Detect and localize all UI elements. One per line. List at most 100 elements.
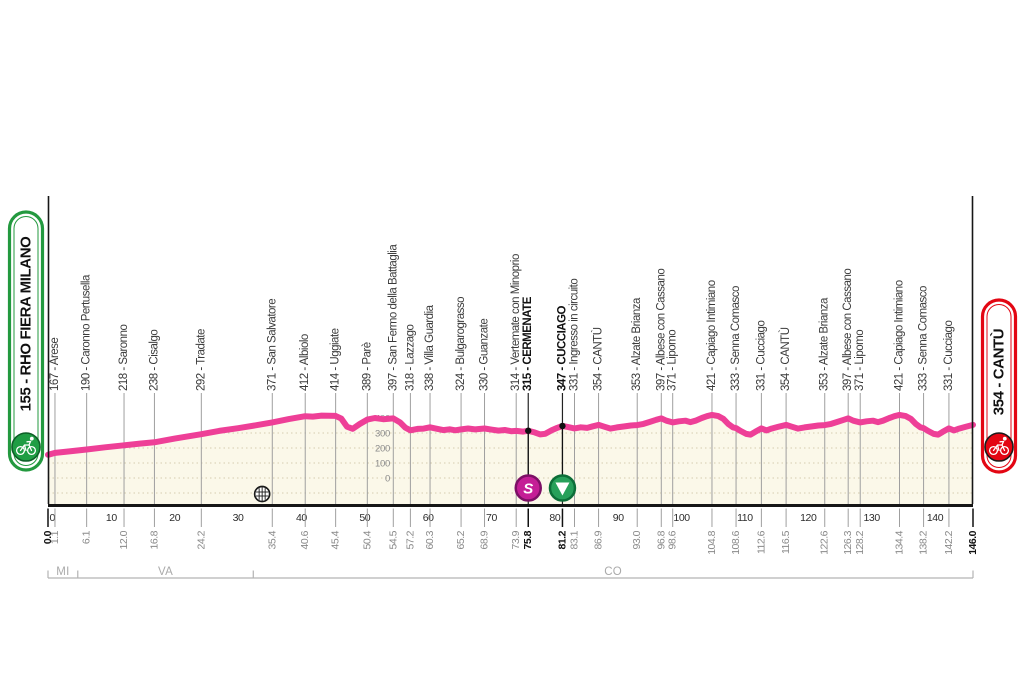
cyclist-icon-finish <box>984 432 1014 462</box>
start-label: 155 - RHO FIERA MILANO <box>18 236 35 412</box>
elevation-scale-label: 100 <box>375 459 390 470</box>
km-tick-label: 20 <box>169 512 180 524</box>
distance-label: 68.9 <box>479 530 491 549</box>
km-tick-label: 10 <box>106 512 117 524</box>
province-brackets: MI VA CO <box>47 566 974 579</box>
distance-label: 35.4 <box>266 530 278 549</box>
waypoint-label: 314 - Vertemate con Minoprio <box>510 254 522 391</box>
km-tick-label: 140 <box>927 512 944 524</box>
level-crossing-icon <box>253 485 271 503</box>
waypoint-label: 330 - Guanzate <box>479 319 491 391</box>
distance-label: 128.2 <box>854 530 866 554</box>
waypoint-label: 371 - Lipomo <box>854 330 866 391</box>
waypoint-label: 331 - Cucciago <box>943 321 955 391</box>
waypoint-label: 190 - Caronno Pertusella <box>81 274 93 391</box>
waypoint-label: 338 - Villa Guardia <box>424 304 436 391</box>
waypoint-label: 354 - CANTÙ <box>779 327 792 391</box>
distance-label: 57.2 <box>404 530 416 549</box>
sprint-icon: S <box>523 480 533 497</box>
waypoint-label: 421 - Capiago Intimiano <box>706 280 718 391</box>
distance-label: 75.8 <box>522 530 534 549</box>
distance-label: 73.9 <box>510 530 522 549</box>
finish-pill-inner-border <box>986 304 1012 468</box>
distance-label: 112.6 <box>755 530 767 554</box>
finish-pill-border <box>980 298 1018 474</box>
distance-label: 24.2 <box>195 530 207 549</box>
distance-label: 54.5 <box>387 530 399 549</box>
distance-label: 1.1 <box>49 530 61 544</box>
waypoint-label: 397 - Albese con Cassano <box>842 269 854 391</box>
cyclist-icon-start <box>11 432 41 462</box>
km-tick-label: 90 <box>613 512 624 524</box>
waypoint-labels: 167 - Arese 190 - Caronno Pertusella 218 -… <box>49 244 955 391</box>
distance-label: 122.6 <box>819 530 831 554</box>
elevation-fill-layer <box>48 414 973 504</box>
distance-label: 81.2 <box>556 530 568 549</box>
waypoint-label: 347 - CUCCIAGO <box>556 305 568 391</box>
waypoint-label: 371 - San Salvatore <box>266 299 278 391</box>
km-tick-label: 70 <box>486 512 497 524</box>
distance-label: 50.4 <box>361 530 373 549</box>
distance-label: 86.9 <box>593 530 605 549</box>
province-label: VA <box>158 566 173 578</box>
distance-label: 40.6 <box>299 530 311 549</box>
distance-label: 96.8 <box>655 530 667 549</box>
marker-dot <box>525 427 532 434</box>
distance-label: 65.2 <box>455 530 467 549</box>
elevation-profile-line <box>45 411 976 458</box>
km-tick-label: 0 <box>50 512 56 524</box>
marker-dot <box>559 422 566 430</box>
distance-label: 45.4 <box>330 530 342 549</box>
distance-label: 108.6 <box>730 530 742 554</box>
waypoint-label: 371 - Lipomo <box>667 330 679 391</box>
start-pill-inner-border <box>13 216 39 466</box>
finish-label: 354 - CANTÙ <box>990 329 1008 415</box>
km-tick-label: 30 <box>233 512 244 524</box>
elevation-fill <box>48 414 973 504</box>
distance-label: 134.4 <box>894 530 906 554</box>
waypoint-label: 218 - Saronno <box>118 325 130 391</box>
waypoint-label: 292 - Tradate <box>195 329 207 391</box>
km-tick-label: 120 <box>800 512 817 524</box>
waypoint-label: 315 - CERMENATE <box>522 296 534 391</box>
waypoint-label: 354 - CANTÙ <box>592 327 605 391</box>
waypoint-label: 421 - Capiago Intimiano <box>894 280 906 391</box>
distance-label: 138.2 <box>918 530 930 554</box>
km-tick-label: 60 <box>423 512 434 524</box>
waypoint-label: 414 - Uggiate <box>330 328 342 391</box>
distance-label: 6.1 <box>81 530 93 544</box>
waypoint-label: 333 - Senna Comasco <box>918 286 930 391</box>
waypoint-label: 353 - Alzate Brianza <box>631 297 643 391</box>
waypoint-label: 324 - Bulgarograsso <box>455 297 467 391</box>
route-markers: S <box>514 422 577 502</box>
distance-label: 83.1 <box>568 530 580 549</box>
km-tick-label: 80 <box>549 512 560 524</box>
feed-zone-triangle-icon <box>555 482 570 496</box>
start-pill-border <box>7 210 45 472</box>
waypoint-label: 412 - Albiolo <box>299 334 311 391</box>
waypoint-label: 397 - Albese con Cassano <box>655 269 667 391</box>
waypoint-label: 389 - Parè <box>361 342 373 391</box>
distance-label: 104.8 <box>706 530 718 554</box>
km-tick-label: 40 <box>296 512 307 524</box>
km-tick-label: 130 <box>863 512 880 524</box>
waypoint-label: 318 - Lazzago <box>404 325 416 391</box>
x-axis: 0 10 20 30 40 50 60 70 80 90 100 110 120 130 140 <box>47 196 974 524</box>
profile-line <box>45 411 976 458</box>
elevation-scale-label: 200 <box>375 444 390 455</box>
sprint-marker: S <box>514 427 542 502</box>
distance-label: 116.5 <box>780 530 792 554</box>
distance-label: 98.6 <box>667 530 679 549</box>
km-tick-label: 50 <box>359 512 370 524</box>
province-label: CO <box>604 566 622 578</box>
waypoint-label: 333 - Senna Comasco <box>730 286 742 391</box>
sprint-circle <box>514 474 542 502</box>
elevation-scale-label: 0 <box>385 474 390 485</box>
km-tick-label: 110 <box>737 512 753 524</box>
elevation-scale-label: 300 <box>375 429 390 440</box>
finish-label-pill: 354 - CANTÙ <box>980 298 1018 474</box>
waypoint-label: 238 - Cisalgo <box>148 330 160 391</box>
level-crossing <box>253 485 271 503</box>
waypoint-label: 331 - Ingresso in circuito <box>568 279 580 391</box>
